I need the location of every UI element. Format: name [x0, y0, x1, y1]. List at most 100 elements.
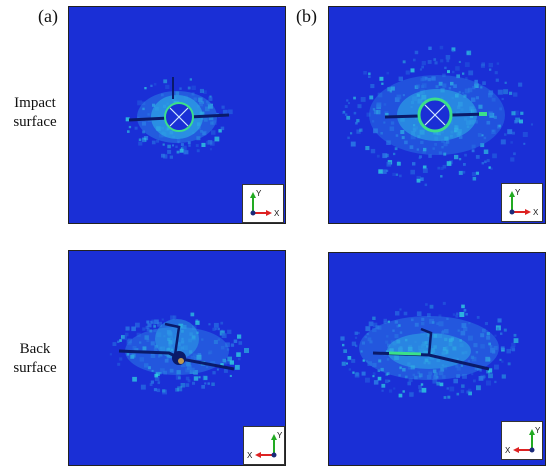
damage-speckle — [432, 147, 435, 150]
damage-speckle — [346, 99, 349, 102]
damage-speckle — [507, 129, 513, 135]
damage-speckle — [222, 359, 228, 365]
damage-speckle — [451, 49, 455, 53]
damage-speckle — [216, 368, 219, 371]
damage-speckle — [157, 380, 161, 383]
damage-speckle — [344, 113, 348, 116]
damage-speckle — [180, 143, 184, 147]
damage-speckle — [495, 78, 499, 82]
damage-speckle — [112, 342, 117, 346]
damage-speckle — [348, 102, 350, 105]
damage-speckle — [209, 148, 213, 151]
damage-speckle — [376, 110, 381, 115]
damage-speckle — [444, 66, 447, 70]
damage-speckle — [440, 166, 444, 170]
damage-speckle — [472, 85, 476, 90]
damage-speckle — [402, 60, 406, 64]
damage-speckle — [220, 126, 225, 131]
damage-speckle — [203, 376, 208, 380]
damage-speckle — [497, 89, 503, 95]
damage-speckle — [421, 387, 427, 393]
damage-speckle — [463, 308, 467, 312]
damage-speckle — [227, 329, 232, 334]
damage-speckle — [489, 68, 492, 71]
damage-speckle — [513, 338, 519, 343]
damage-speckle — [370, 148, 376, 154]
damage-speckle — [394, 97, 400, 102]
damage-speckle — [419, 155, 422, 159]
damage-speckle — [357, 331, 360, 335]
row-label-impact: Impact surface — [0, 94, 70, 132]
damage-speckle — [437, 166, 441, 170]
damage-speckle — [513, 333, 517, 337]
damage-speckle — [190, 312, 195, 317]
damage-speckle — [458, 91, 461, 94]
damage-speckle — [390, 121, 395, 125]
damage-speckle — [119, 357, 123, 361]
damage-speckle — [121, 335, 125, 339]
damage-speckle — [122, 335, 127, 341]
damage-speckle — [138, 141, 143, 146]
damage-speckle — [383, 121, 386, 124]
damage-speckle — [455, 314, 459, 318]
damage-speckle — [340, 336, 345, 341]
damage-speckle — [219, 330, 225, 336]
damage-speckle — [428, 154, 432, 158]
damage-speckle — [501, 360, 504, 363]
damage-speckle — [201, 142, 206, 147]
damage-speckle — [117, 362, 121, 366]
damage-speckle — [474, 83, 479, 88]
damage-speckle — [227, 356, 232, 362]
damage-speckle — [471, 172, 476, 177]
damage-speckle — [388, 389, 393, 393]
damage-speckle — [418, 385, 422, 389]
damage-speckle — [518, 82, 523, 87]
damage-speckle — [478, 376, 484, 381]
damage-speckle — [228, 109, 233, 115]
damage-speckle — [147, 323, 152, 328]
damage-speckle — [383, 320, 387, 324]
damage-speckle — [473, 379, 476, 383]
triad-x-label: X — [505, 446, 511, 455]
damage-speckle — [238, 341, 243, 345]
damage-speckle — [376, 154, 380, 158]
damage-speckle — [176, 150, 180, 154]
damage-speckle — [419, 68, 423, 71]
damage-speckle — [450, 81, 454, 86]
damage-speckle — [154, 373, 158, 378]
damage-speckle — [441, 146, 444, 149]
damage-speckle — [179, 87, 182, 90]
damage-speckle — [410, 169, 415, 175]
damage-speckle — [448, 87, 452, 90]
damage-speckle — [372, 375, 375, 378]
damage-speckle — [434, 143, 437, 146]
damage-speckle — [157, 321, 162, 327]
damage-speckle — [354, 336, 358, 339]
damage-speckle — [445, 55, 451, 60]
damage-speckle — [456, 392, 460, 396]
damage-speckle — [377, 369, 381, 372]
damage-speckle — [380, 132, 383, 135]
damage-speckle — [410, 134, 416, 140]
damage-speckle — [486, 380, 491, 386]
damage-speckle — [153, 388, 157, 391]
damage-speckle — [398, 393, 403, 398]
damage-speckle — [510, 157, 515, 162]
damage-speckle — [356, 119, 360, 123]
damage-speckle — [390, 86, 395, 91]
damage-speckle — [438, 151, 442, 155]
damage-speckle — [386, 140, 391, 145]
damage-speckle — [192, 325, 197, 330]
damage-speckle — [461, 384, 465, 388]
damage-speckle — [494, 71, 498, 75]
panel-b-back-surface: Y X — [328, 252, 546, 466]
damage-speckle — [132, 376, 137, 382]
damage-speckle — [220, 321, 224, 325]
damage-speckle — [424, 183, 428, 187]
damage-speckle — [432, 378, 438, 384]
damage-speckle — [204, 382, 207, 385]
damage-speckle — [117, 340, 120, 343]
damage-speckle — [462, 374, 467, 379]
damage-speckle — [172, 144, 174, 147]
damage-speckle — [371, 120, 375, 123]
